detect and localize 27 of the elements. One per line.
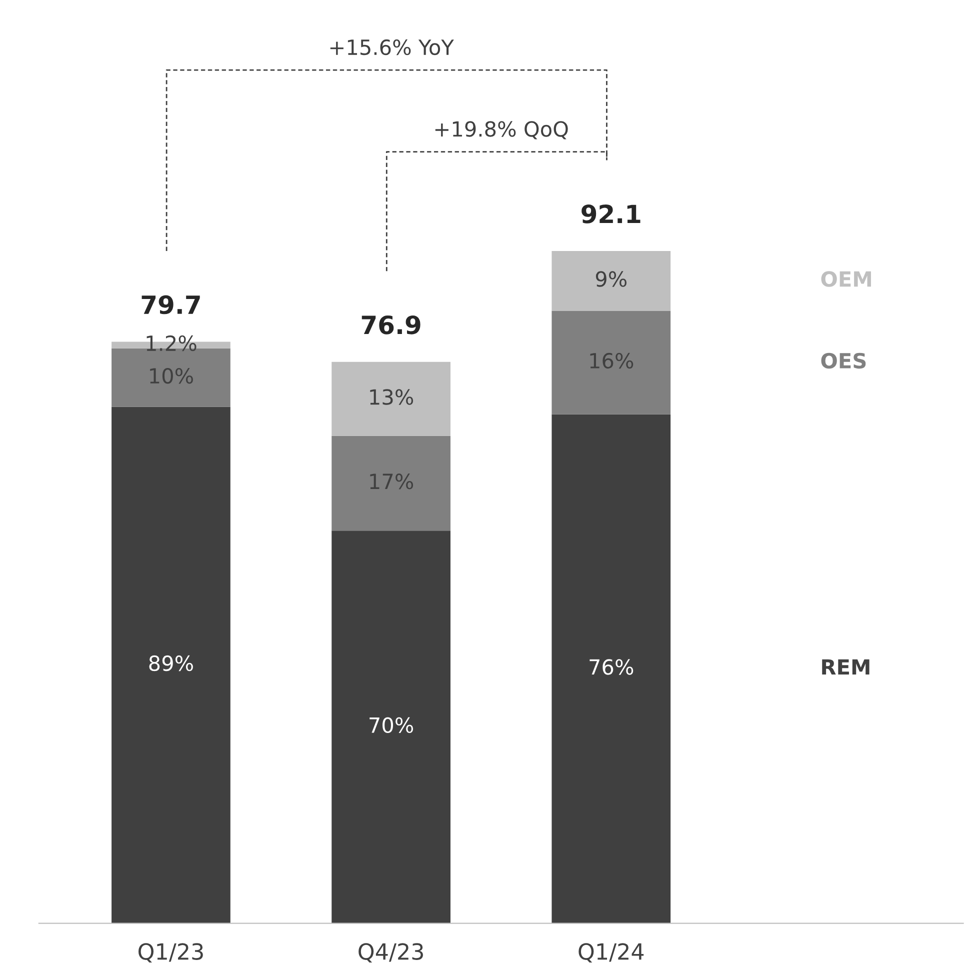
bar — [112, 406, 230, 924]
bar — [552, 310, 671, 414]
annotation: 89% — [149, 655, 193, 672]
annotation: 10% — [150, 368, 193, 384]
text: +19.8% QoQ — [435, 121, 568, 140]
annotation: 16% — [590, 352, 634, 369]
text: +15.6% YoY — [330, 39, 454, 56]
bar — [332, 362, 450, 436]
text: OEM — [821, 271, 871, 287]
annotation: 76% — [590, 659, 634, 675]
text: REM — [822, 659, 870, 675]
bar — [332, 530, 450, 924]
bar — [552, 250, 671, 311]
x-tick-label: Q1/23 — [138, 943, 203, 962]
bar — [332, 436, 450, 531]
annotation: 17% — [370, 474, 414, 490]
annotation: 1.2% — [146, 335, 196, 352]
x-tick-label: Q1/24 — [578, 943, 644, 962]
x-tick-label: Q4/23 — [358, 943, 423, 962]
annotation: 13% — [370, 389, 414, 405]
annotation: 79.7 — [142, 295, 200, 314]
annotation: 76.9 — [362, 315, 420, 334]
annotation: 70% — [370, 717, 414, 734]
text: 92.1 — [582, 204, 640, 224]
bar — [552, 414, 671, 924]
annotation: 9% — [596, 271, 627, 287]
text: OES — [821, 352, 866, 369]
